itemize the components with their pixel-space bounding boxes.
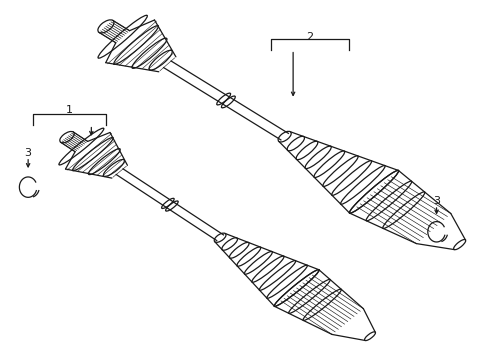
Text: 1: 1 <box>66 105 73 115</box>
Text: 3: 3 <box>24 148 32 158</box>
Text: 2: 2 <box>306 32 313 42</box>
Text: 3: 3 <box>432 197 439 206</box>
